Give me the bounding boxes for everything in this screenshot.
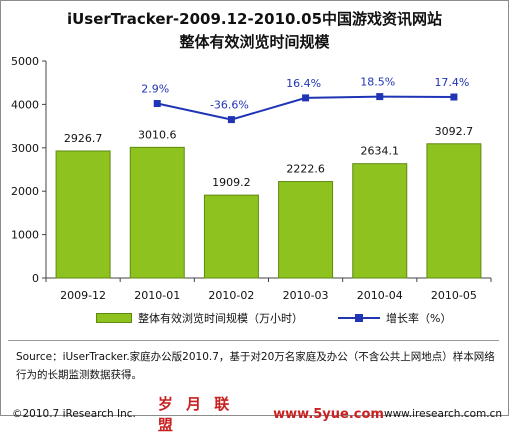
source-note: Source：iUserTracker.家庭办公版2010.7，基于对20万名家… (16, 351, 495, 381)
growth-marker (450, 93, 458, 101)
y-tick-label: 5000 (11, 55, 39, 68)
y-tick-label: 0 (32, 272, 39, 285)
bar-value-label: 3010.6 (138, 128, 177, 141)
copyright-text: ©2010.7 iResearch Inc. (12, 408, 136, 420)
x-tick-label: 2010-04 (357, 289, 403, 302)
footer-divider (8, 340, 499, 341)
legend-line-label: 增长率（%） (386, 312, 452, 325)
legend-line-entry: 增长率（%） (338, 310, 451, 326)
growth-marker (227, 116, 235, 124)
legend-bar-swatch (96, 313, 132, 323)
bar (203, 194, 259, 279)
growth-value-label: 2.9% (141, 83, 169, 96)
bar-value-label: 3092.7 (435, 125, 474, 138)
legend-bar-entry: 整体有效浏览时间规模（万小时） (96, 310, 303, 326)
growth-marker (302, 94, 310, 102)
chart-title-line-2: 整体有效浏览时间规模 (179, 33, 330, 51)
legend-bar-label: 整体有效浏览时间规模（万小时） (138, 312, 303, 325)
legend-line-swatch (338, 314, 380, 322)
bar (278, 181, 334, 279)
growth-value-label: 17.4% (434, 76, 469, 89)
x-tick-label: 2010-02 (208, 289, 254, 302)
bar-value-label: 1909.2 (212, 176, 251, 189)
x-tick-label: 2010-05 (431, 289, 477, 302)
bar-value-label: 2222.6 (286, 163, 325, 176)
bar (426, 143, 482, 279)
growth-marker (376, 93, 384, 101)
bar (55, 150, 111, 279)
y-tick-label: 1000 (11, 229, 39, 242)
y-tick-label: 3000 (11, 142, 39, 155)
x-tick-label: 2010-01 (134, 289, 180, 302)
growth-value-label: 18.5% (360, 76, 395, 89)
chart-title-line-1: iUserTracker-2009.12-2010.05中国游戏资讯网站 (66, 10, 443, 28)
x-tick-label: 2009-12 (60, 289, 106, 302)
growth-marker (153, 100, 161, 108)
growth-value-label: -36.6% (210, 99, 249, 112)
growth-value-label: 16.4% (286, 77, 321, 90)
y-tick-label: 2000 (11, 185, 39, 198)
bar-value-label: 2926.7 (64, 132, 103, 145)
iresearch-url[interactable]: www.iresearch.com.cn (383, 408, 502, 420)
bar (352, 163, 408, 279)
bar-value-label: 2634.1 (361, 145, 400, 158)
x-tick-label: 2010-03 (283, 289, 329, 302)
watermark-logo: 岁 月 联 盟 (157, 395, 234, 434)
chart-svg: 0 1000 2000 3000 4000 5000 2926.7 2009-12 3010.6… (11, 55, 492, 302)
y-tick-label: 4000 (11, 98, 39, 111)
watermark-url: www.5yue.com (273, 406, 384, 422)
bar (129, 146, 185, 279)
footer: ©2010.7 iResearch Inc. 岁 月 联 盟 www.5yue.… (12, 393, 502, 435)
